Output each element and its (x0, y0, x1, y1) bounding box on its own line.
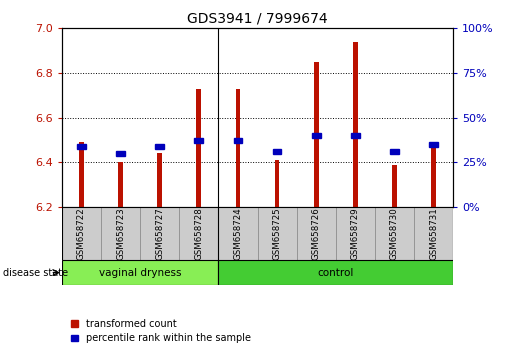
Text: control: control (318, 268, 354, 278)
Text: GSM658729: GSM658729 (351, 207, 360, 260)
Bar (431, 142, 436, 207)
Legend: transformed count, percentile rank within the sample: transformed count, percentile rank withi… (66, 315, 255, 347)
Text: GSM658724: GSM658724 (233, 207, 243, 260)
Text: GSM658727: GSM658727 (155, 207, 164, 260)
Bar (62, 207, 101, 260)
Text: GSM658731: GSM658731 (429, 207, 438, 260)
Bar (353, 42, 358, 207)
Bar (195, 138, 203, 143)
Bar (336, 207, 375, 260)
Bar (258, 207, 297, 260)
Text: vaginal dryness: vaginal dryness (99, 268, 181, 278)
Text: GSM658725: GSM658725 (272, 207, 282, 260)
Bar (390, 149, 399, 154)
Bar (430, 142, 438, 147)
Bar (196, 88, 201, 207)
Bar (273, 149, 281, 154)
Bar (218, 260, 453, 285)
Bar (235, 88, 241, 207)
Bar (314, 62, 319, 207)
Text: disease state: disease state (3, 268, 67, 278)
Bar (274, 160, 280, 207)
Text: GSM658726: GSM658726 (312, 207, 321, 260)
Bar (179, 207, 218, 260)
Bar (77, 144, 85, 149)
Text: GSM658728: GSM658728 (194, 207, 203, 260)
Bar (392, 165, 397, 207)
Text: GSM658730: GSM658730 (390, 207, 399, 260)
Bar (218, 207, 258, 260)
Bar (414, 207, 453, 260)
Bar (157, 153, 162, 207)
Title: GDS3941 / 7999674: GDS3941 / 7999674 (187, 12, 328, 26)
Bar (297, 207, 336, 260)
Text: GSM658723: GSM658723 (116, 207, 125, 260)
Text: GSM658722: GSM658722 (77, 207, 86, 260)
Bar (79, 142, 84, 207)
Bar (312, 133, 320, 138)
Bar (116, 151, 125, 156)
Bar (118, 162, 123, 207)
Bar (234, 138, 242, 143)
Bar (140, 207, 179, 260)
Bar (156, 144, 164, 149)
Bar (101, 207, 140, 260)
Bar (62, 260, 218, 285)
Bar (351, 133, 359, 138)
Bar (375, 207, 414, 260)
